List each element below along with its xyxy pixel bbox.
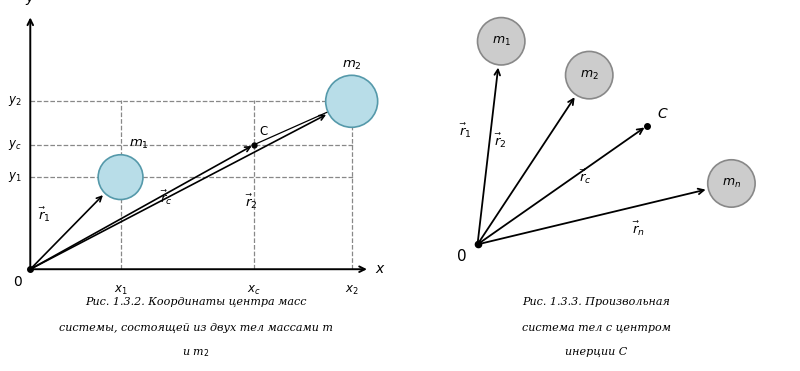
Circle shape [708,160,755,207]
Text: система тел с центром: система тел с центром [522,323,670,333]
Text: $x$: $x$ [375,262,386,276]
Text: 0: 0 [458,249,467,264]
Text: $\vec{r}_2$: $\vec{r}_2$ [245,193,258,211]
Text: Рис. 1.3.2. Координаты центра масс: Рис. 1.3.2. Координаты центра масс [86,297,306,307]
Text: C: C [657,107,666,121]
Text: $\vec{r}_1$: $\vec{r}_1$ [459,122,471,140]
Text: $\vec{r}_c$: $\vec{r}_c$ [579,167,591,186]
Text: и m$_2$: и m$_2$ [182,347,210,359]
Text: $x_2$: $x_2$ [345,284,358,297]
Text: инерции C: инерции C [565,347,627,357]
Text: $m_n$: $m_n$ [722,177,741,190]
Text: $x_c$: $x_c$ [247,284,261,297]
Text: системы, состоящей из двух тел массами m: системы, состоящей из двух тел массами m [59,323,333,333]
Text: $\vec{r}_1$: $\vec{r}_1$ [38,205,50,224]
Text: $m_2$: $m_2$ [580,69,598,82]
Text: C: C [259,125,268,138]
Text: $\vec{r}_n$: $\vec{r}_n$ [631,220,644,238]
Text: Рис. 1.3.3. Произвольная: Рис. 1.3.3. Произвольная [522,297,670,307]
Text: $m_1$: $m_1$ [129,138,149,151]
Text: $\vec{r}_2$: $\vec{r}_2$ [494,132,507,150]
Text: $m_2$: $m_2$ [342,59,362,72]
Circle shape [326,75,378,127]
Text: $x_1$: $x_1$ [114,284,127,297]
Text: $y$: $y$ [25,0,36,7]
Text: $m_1$: $m_1$ [492,35,510,48]
Circle shape [478,17,525,65]
Text: $y_c$: $y_c$ [7,138,22,152]
Text: 0: 0 [14,275,22,289]
Text: $\vec{r}_c$: $\vec{r}_c$ [160,189,173,207]
Text: $y_1$: $y_1$ [7,170,22,184]
Circle shape [566,52,613,99]
Circle shape [98,155,143,200]
Text: $y_2$: $y_2$ [7,94,22,108]
